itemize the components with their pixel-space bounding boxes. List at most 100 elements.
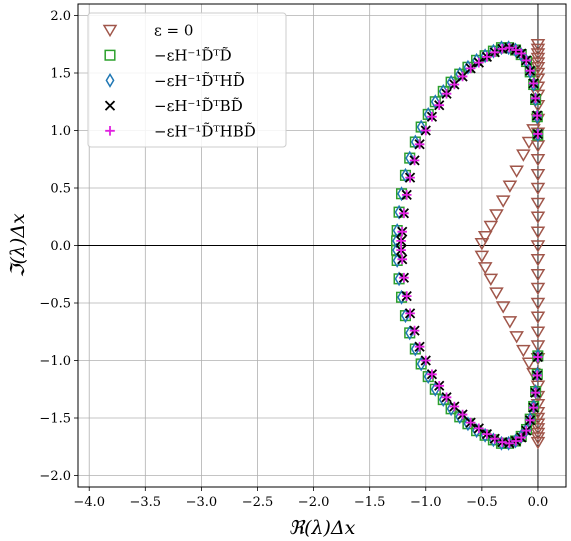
plus-marker [511,436,521,446]
plus-marker [530,387,541,398]
triangle-down-marker [474,250,490,264]
plus-marker [409,155,420,166]
y-tick-label: 0.5 [50,182,71,197]
x-tick-label: −2.0 [298,495,330,510]
plus-marker [405,172,415,183]
plus-marker [521,425,532,436]
y-tick-label: 1.5 [50,67,71,82]
triangle-down-marker [489,209,504,222]
triangle-down-marker [530,297,546,311]
plus-marker [427,369,437,380]
plus-marker [397,254,408,265]
plus-marker [457,409,468,420]
triangle-down-marker [483,220,499,234]
plus-marker [401,190,412,200]
triangle-down-marker [530,211,546,224]
plus-marker [465,417,476,428]
triangle-down-marker [477,262,493,275]
triangle-down-marker [530,436,546,450]
x-axis-label: ℜ(λ)Δx [289,517,356,539]
plus-marker [511,45,521,55]
plus-marker [521,55,532,66]
x-tick-label: −1.5 [354,495,386,510]
triangle-down-marker [530,311,546,324]
legend-marker-4 [105,126,115,136]
triangle-down-marker [530,326,546,339]
legend-marker-1 [104,49,116,61]
legend-marker-0 [102,24,118,38]
data-marks [391,39,546,451]
triangle-down-marker [530,154,546,167]
x-tick-label: −1.0 [410,495,442,510]
triangle-down-marker [516,344,531,358]
triangle-down-marker [509,165,524,178]
triangle-down-marker [530,340,546,353]
plus-marker [530,93,541,104]
plus-marker [396,245,406,255]
triangle-down-marker [530,197,546,211]
plus-marker [528,78,539,89]
plus-marker [420,125,431,136]
plus-marker [516,432,527,443]
triangle-down-marker [477,231,493,244]
plus-marker [405,308,415,319]
triangle-down-marker [502,316,518,329]
y-tick-label: −1.0 [39,354,71,369]
x-tick-label: −0.5 [466,495,498,510]
x-tick-label: −3.0 [186,495,218,510]
triangle-down-marker [530,269,546,282]
triangle-down-marker [483,273,499,287]
plus-marker [465,63,476,74]
plus-marker [401,291,412,301]
plus-marker [434,381,445,391]
plus-marker [532,110,542,121]
plus-marker [434,100,445,110]
y-tick-label: 2.0 [50,9,71,24]
legend-marker-2 [105,72,115,88]
triangle-down-marker [530,182,546,196]
plus-marker [525,415,535,426]
x-tick-label: 0.0 [528,495,549,510]
triangle-down-marker [530,282,546,296]
triangle-down-marker [489,287,504,300]
plus-marker [497,44,508,54]
plus-marker [396,236,406,246]
triangle-down-marker [474,237,490,251]
legend-box [87,12,287,148]
legend-entry-label: ε = 0 [154,22,193,40]
y-tick-label: −1.5 [39,412,71,427]
triangle-down-marker [502,180,518,193]
plus-marker [457,71,468,82]
plus-marker [533,352,543,362]
plus-marker [409,325,420,336]
triangle-down-marker [521,357,537,370]
diamond-marker [430,94,440,110]
legend-entry-label: −εH⁻¹D̃ᵀBD̃ [154,97,243,115]
plus-marker [414,139,425,150]
y-tick-label: −0.5 [39,297,71,312]
plus-marker [474,423,484,434]
y-tick-label: 0.0 [50,239,71,254]
triangle-down-marker [495,301,511,314]
plus-marker [397,226,408,237]
plus-marker [427,111,437,122]
plus-marker [489,47,500,58]
plus-marker [533,129,543,139]
plus-marker [399,272,409,283]
plus-marker [441,88,452,99]
legend-entry-label: −εH⁻¹D̃ᵀD̃ [154,47,232,65]
y-axis-label: ℑ(λ)Δx [7,213,29,278]
plus-marker [532,370,542,381]
legend: ε = 0 −εH⁻¹D̃ᵀD̃ −εH⁻¹D̃ᵀHD̃ −εH⁻¹D̃ᵀBD̃ −εH… [87,12,287,148]
plus-marker [504,438,515,449]
plus-marker [489,433,500,444]
triangle-down-marker [516,149,531,162]
triangle-down-marker [521,136,537,150]
triangle-down-marker [530,398,546,412]
plus-marker [482,429,492,439]
triangle-down-marker [509,331,524,344]
plus-marker [516,48,527,59]
triangle-down-marker [530,240,546,253]
triangle-down-marker [530,168,546,182]
